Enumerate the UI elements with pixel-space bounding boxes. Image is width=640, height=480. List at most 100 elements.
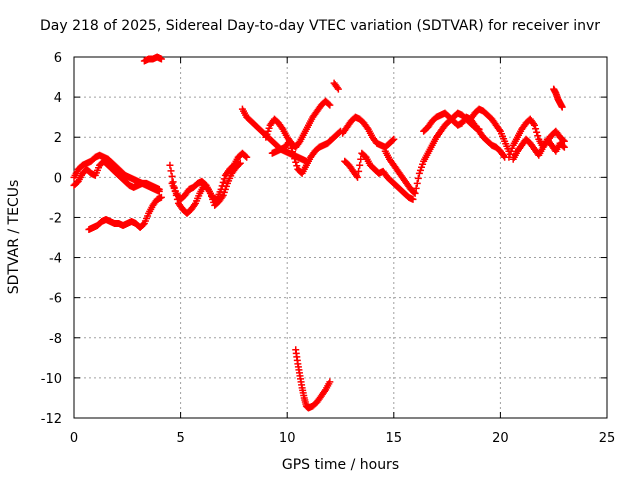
data-point-fill xyxy=(291,155,299,163)
series-t11 xyxy=(330,79,342,93)
chart-title: Day 218 of 2025, Sidereal Day-to-day VTE… xyxy=(39,18,601,34)
data-point-fill xyxy=(405,182,413,190)
series-t8 xyxy=(262,97,334,151)
data-point-fill xyxy=(352,172,360,180)
data-point-fill xyxy=(287,144,295,152)
data-point-fill xyxy=(205,187,213,195)
series-t13 xyxy=(341,149,417,203)
data-point-fill xyxy=(435,130,443,138)
data-point-fill xyxy=(277,122,285,130)
data-point-fill xyxy=(219,178,227,186)
data-point-fill xyxy=(72,179,80,187)
data-point-fill xyxy=(293,356,301,364)
data-point-fill xyxy=(213,199,221,207)
y-tick-label: -2 xyxy=(49,211,62,226)
data-point-fill xyxy=(500,135,508,143)
x-tick-label: 20 xyxy=(492,431,509,446)
y-tick-label: -10 xyxy=(41,372,62,387)
data-point-fill xyxy=(95,164,103,172)
data-point-fill xyxy=(558,135,566,143)
data-point-fill xyxy=(538,145,546,153)
data-point-fill xyxy=(545,138,553,146)
data-point-fill xyxy=(156,55,164,63)
data-point-fill xyxy=(408,195,416,203)
data-point-fill xyxy=(520,122,528,130)
data-point-fill xyxy=(356,161,364,169)
x-axis-label: GPS time / hours xyxy=(281,457,400,473)
series-t5 xyxy=(166,149,251,217)
data-point-fill xyxy=(292,158,300,166)
data-point-fill xyxy=(154,187,162,195)
data-point-fill xyxy=(528,142,536,150)
data-point-fill xyxy=(554,130,562,138)
data-point-fill xyxy=(534,132,542,140)
data-point-fill xyxy=(315,395,323,403)
data-point-fill xyxy=(343,159,351,167)
data-point-fill xyxy=(362,122,370,130)
data-point-fill xyxy=(298,381,306,389)
data-point-fill xyxy=(490,118,498,126)
data-point-fill xyxy=(389,136,397,144)
data-point-fill xyxy=(321,387,329,395)
y-tick-label: -12 xyxy=(41,412,62,427)
data-point-fill xyxy=(139,220,147,228)
y-tick-label: 0 xyxy=(54,171,62,186)
x-tick-label: 5 xyxy=(176,431,184,446)
x-tick-label: 10 xyxy=(279,431,296,446)
data-point-fill xyxy=(363,124,371,132)
data-point-fill xyxy=(517,127,525,135)
data-point-fill xyxy=(315,104,323,112)
data-point-fill xyxy=(388,158,396,166)
axis-ticks: 0 5 10 15 20 25 -12 -10 -8 -6 -4 -2 0 2 4 6 xyxy=(41,51,616,446)
data-point-fill xyxy=(319,389,327,397)
data-point-fill xyxy=(371,136,379,144)
data-point-fill xyxy=(392,164,400,172)
data-point-fill xyxy=(419,160,427,168)
data-point-fill xyxy=(524,137,532,145)
data-point-fill xyxy=(427,143,435,151)
y-axis-label: SDTVAR / TECUs xyxy=(6,179,22,295)
data-point-fill xyxy=(222,182,230,190)
data-point-fill xyxy=(357,155,365,163)
data-point-fill xyxy=(550,144,558,152)
y-tick-label: 4 xyxy=(54,91,62,106)
grid-lines xyxy=(74,57,607,418)
data-point-fill xyxy=(185,207,193,215)
series-t3 xyxy=(85,193,165,233)
data-point-fill xyxy=(508,144,516,152)
data-point-fill xyxy=(516,144,524,152)
data-point-fill xyxy=(303,123,311,131)
data-point-fill xyxy=(558,141,566,149)
x-tick-label: 15 xyxy=(386,431,403,446)
data-point-fill xyxy=(151,198,159,206)
data-point-fill xyxy=(295,139,303,147)
data-point-fill xyxy=(495,126,503,134)
data-point-fill xyxy=(413,179,421,187)
data-point-fill xyxy=(306,155,314,163)
data-point-fill xyxy=(439,124,447,132)
series-t4 xyxy=(140,53,165,65)
series-t6 xyxy=(168,159,244,209)
data-marks xyxy=(70,53,568,412)
data-point-fill xyxy=(499,150,507,158)
y-tick-label: 2 xyxy=(54,131,62,146)
data-point-fill xyxy=(234,161,242,169)
data-point-fill xyxy=(345,120,353,128)
series-t2 xyxy=(70,157,163,195)
series-t12 xyxy=(339,113,398,151)
data-point-fill xyxy=(138,221,146,229)
series-t16 xyxy=(467,105,513,155)
data-point-fill xyxy=(167,167,175,175)
data-point-fill xyxy=(311,400,319,408)
data-point-fill xyxy=(529,120,537,128)
data-point-fill xyxy=(512,149,520,157)
data-point-fill xyxy=(332,82,340,90)
data-point-fill xyxy=(241,151,249,159)
data-point-fill xyxy=(500,152,508,160)
data-point-fill xyxy=(218,193,226,201)
data-point-fill xyxy=(301,163,309,171)
data-point-fill xyxy=(355,167,363,175)
x-tick-label: 0 xyxy=(70,431,78,446)
data-point-fill xyxy=(423,151,431,159)
